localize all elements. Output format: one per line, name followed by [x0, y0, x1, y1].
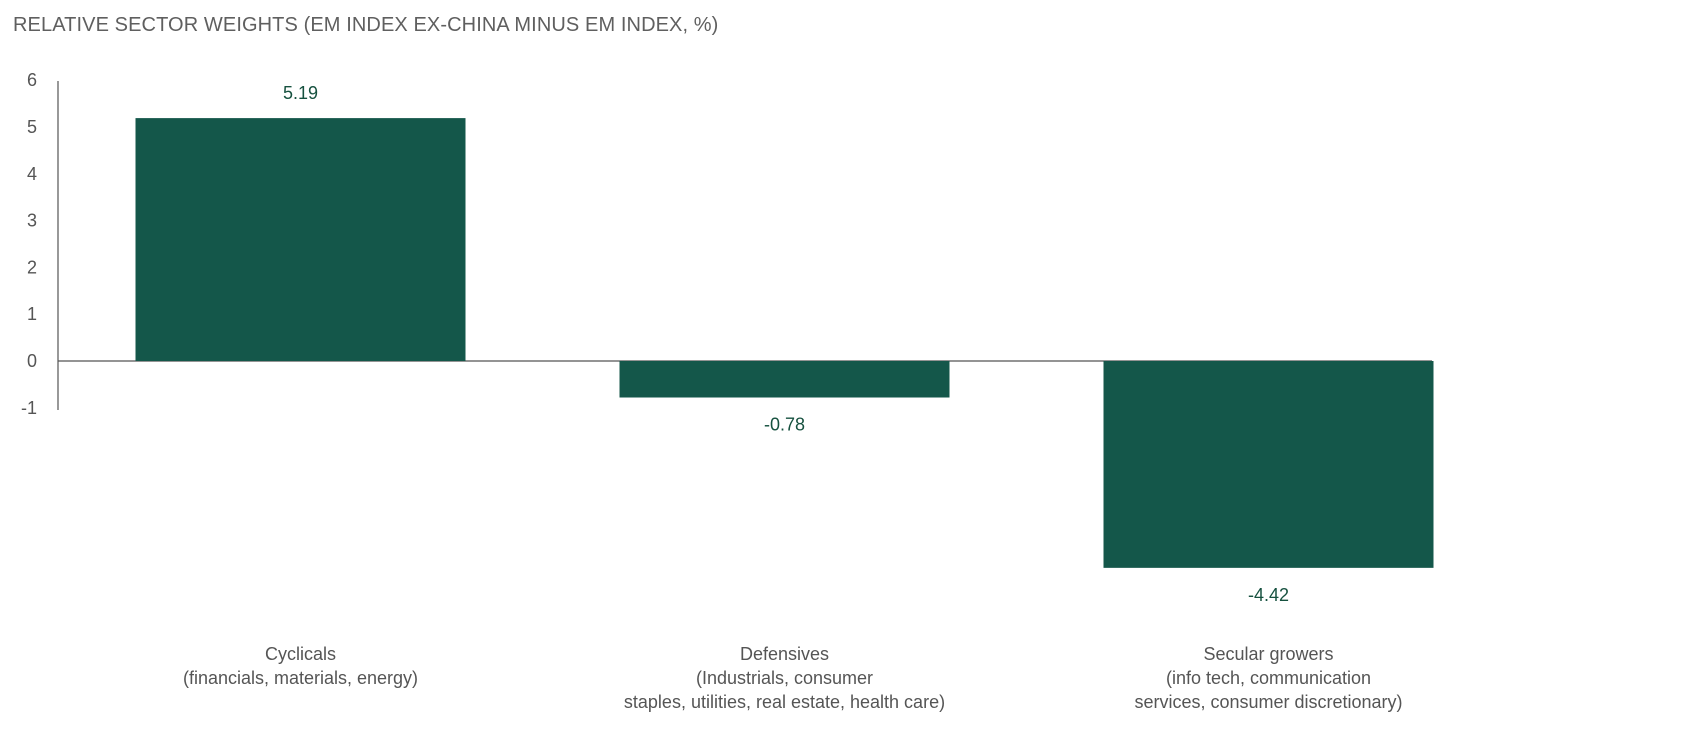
bar-value-label: -4.42 [1248, 585, 1289, 605]
y-tick-label: -1 [21, 398, 37, 418]
category-label: services, consumer discretionary) [1134, 692, 1402, 712]
bar-value-label: -0.78 [764, 415, 805, 435]
y-tick-label: 0 [27, 351, 37, 371]
category-label: (financials, materials, energy) [183, 668, 418, 688]
y-tick-label: 5 [27, 117, 37, 137]
y-tick-label: 2 [27, 257, 37, 277]
chart-title: RELATIVE SECTOR WEIGHTS (EM INDEX EX-CHI… [13, 14, 719, 36]
category-label: Secular growers [1203, 644, 1333, 664]
y-tick-label: 3 [27, 211, 37, 231]
y-tick-labels: 6 5 4 3 2 1 0 -1 [21, 70, 37, 418]
category-label: staples, utilities, real estate, health … [624, 692, 945, 712]
y-tick-label: 4 [27, 164, 37, 184]
y-tick-label: 6 [27, 70, 37, 90]
value-labels: 5.19 -0.78 -4.42 [283, 83, 1289, 605]
y-tick-label: 1 [27, 304, 37, 324]
category-label: Defensives [740, 644, 829, 664]
category-label: (info tech, communication [1166, 668, 1371, 688]
bar-value-label: 5.19 [283, 83, 318, 103]
category-label: Cyclicals [265, 644, 336, 664]
category-labels: Cyclicals (financials, materials, energy)… [183, 644, 1403, 712]
bar [1103, 361, 1434, 568]
bar [135, 118, 466, 361]
bars [135, 118, 1434, 568]
category-label: (Industrials, consumer [696, 668, 873, 688]
bar [619, 361, 950, 398]
